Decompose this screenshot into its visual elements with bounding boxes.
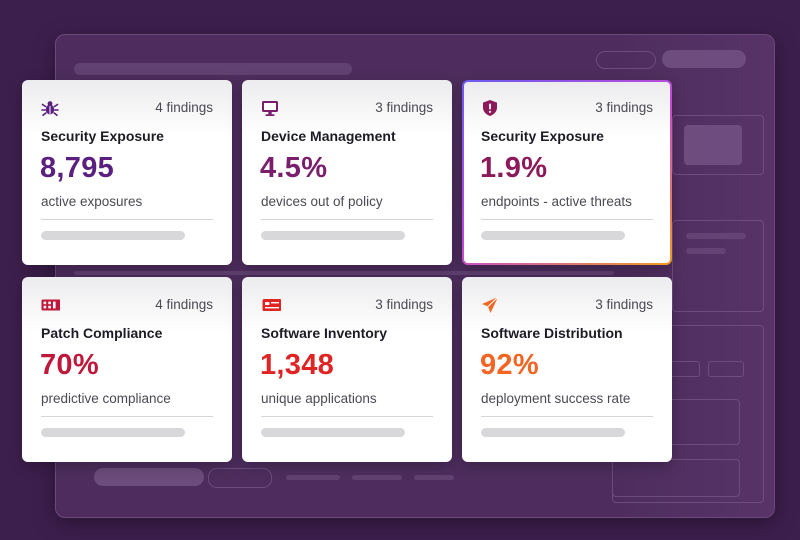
findings-count: 4 findings	[155, 297, 213, 312]
app-card-icon	[262, 299, 281, 311]
finding-card-patch-compliance[interactable]: 4 findings Patch Compliance 70% predicti…	[22, 277, 232, 462]
findings-count: 3 findings	[595, 297, 653, 312]
bg-footer-line	[286, 475, 340, 480]
metric-description: active exposures	[41, 194, 143, 209]
metric-description: devices out of policy	[261, 194, 383, 209]
bg-profile-panel	[672, 115, 764, 175]
finding-card-security-exposure[interactable]: 4 findings Security Exposure 8,795 activ…	[22, 80, 232, 265]
bg-header-button	[596, 51, 656, 69]
findings-count: 3 findings	[375, 100, 433, 115]
bg-lower-row	[612, 459, 740, 497]
bg-lower-box	[668, 361, 700, 377]
card-title: Security Exposure	[481, 128, 604, 144]
card-divider	[481, 219, 653, 220]
bg-footer-line	[414, 475, 454, 480]
patch-grid-icon	[41, 299, 60, 311]
metric-value: 1,348	[260, 349, 335, 381]
bg-footer-pill	[94, 468, 204, 486]
bg-grid-cell	[74, 271, 614, 275]
bg-side-panel	[672, 220, 764, 312]
card-divider	[261, 219, 433, 220]
metric-description: endpoints - active threats	[481, 194, 632, 209]
metric-value: 1.9%	[480, 152, 548, 184]
bg-footer-line	[352, 475, 402, 480]
metric-description: predictive compliance	[41, 391, 171, 406]
card-title: Patch Compliance	[41, 325, 163, 341]
findings-count: 3 findings	[595, 100, 653, 115]
placeholder-bar	[41, 231, 185, 240]
finding-card-software-inventory[interactable]: 3 findings Software Inventory 1,348 uniq…	[242, 277, 452, 462]
finding-card-device-management[interactable]: 3 findings Device Management 4.5% device…	[242, 80, 452, 265]
placeholder-bar	[481, 231, 625, 240]
placeholder-bar	[481, 428, 625, 437]
findings-count: 3 findings	[375, 297, 433, 312]
metric-value: 8,795	[40, 152, 115, 184]
metric-description: deployment success rate	[481, 391, 631, 406]
shield-alert-icon	[483, 100, 497, 116]
bug-icon	[41, 101, 59, 117]
card-title: Software Distribution	[481, 325, 623, 341]
placeholder-bar	[261, 428, 405, 437]
bg-title-bar	[74, 63, 352, 75]
bg-header-button-filled	[662, 50, 746, 68]
card-divider	[261, 416, 433, 417]
card-divider	[41, 219, 213, 220]
card-title: Security Exposure	[41, 128, 164, 144]
metric-value: 4.5%	[260, 152, 328, 184]
bg-side-line	[686, 248, 726, 254]
placeholder-bar	[261, 231, 405, 240]
finding-card-security-exposure-threats[interactable]: 3 findings Security Exposure 1.9% endpoi…	[462, 80, 672, 265]
metric-description: unique applications	[261, 391, 377, 406]
paper-plane-icon	[482, 296, 499, 313]
bg-side-line	[686, 233, 746, 239]
bg-profile-card	[684, 125, 742, 165]
monitor-icon	[262, 101, 278, 116]
placeholder-bar	[41, 428, 185, 437]
metric-value: 92%	[480, 349, 539, 381]
bg-footer-pill	[208, 468, 272, 488]
card-divider	[481, 416, 653, 417]
card-title: Software Inventory	[261, 325, 388, 341]
finding-card-software-distribution[interactable]: 3 findings Software Distribution 92% dep…	[462, 277, 672, 462]
metric-value: 70%	[40, 349, 99, 381]
card-divider	[41, 416, 213, 417]
bg-lower-box	[708, 361, 744, 377]
card-title: Device Management	[261, 128, 396, 144]
findings-count: 4 findings	[155, 100, 213, 115]
